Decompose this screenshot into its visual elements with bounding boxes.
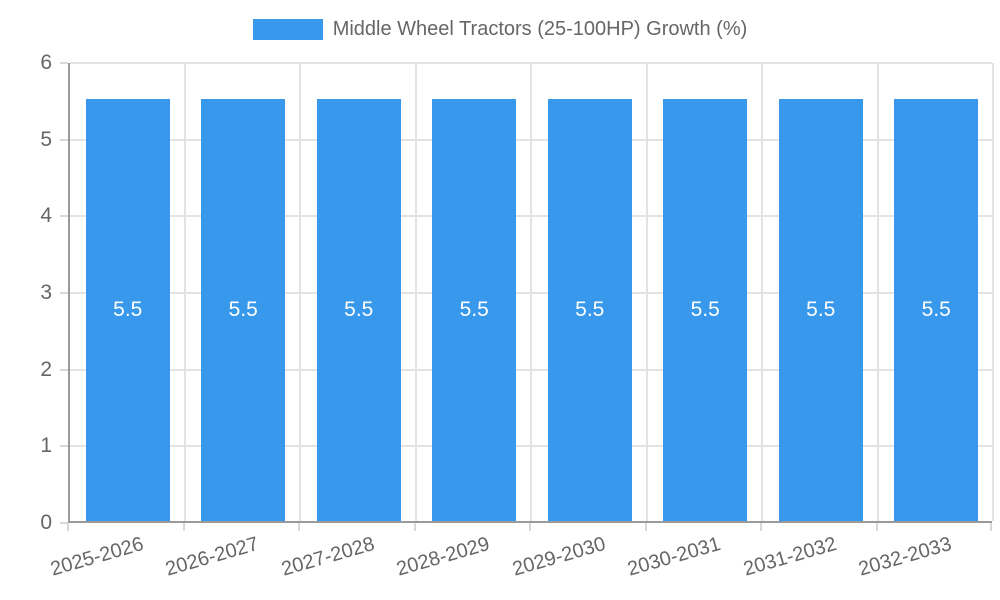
y-tick-label: 6 — [40, 51, 52, 74]
x-tick-label: 2030-2031 — [625, 533, 724, 581]
x-tick-label: 2027-2028 — [278, 533, 377, 581]
bar-value-label: 5.5 — [113, 298, 143, 322]
y-tick-label: 3 — [40, 281, 52, 304]
x-tick-mark — [644, 523, 647, 531]
y-tick-label: 4 — [40, 204, 52, 228]
plot-area: 5.5 5.5 5.5 5.5 5.5 5.5 5.5 5.5 — [68, 62, 994, 523]
gridline-vertical — [992, 63, 994, 521]
y-tick-mark — [60, 445, 68, 448]
bar-value-label: 5.5 — [806, 298, 836, 322]
gridline-vertical — [530, 63, 532, 521]
bar[interactable]: 5.5 — [778, 99, 863, 521]
gridline-vertical — [183, 63, 186, 521]
legend-swatch — [252, 19, 323, 40]
legend-label: Middle Wheel Tractors (25-100HP) Growth … — [332, 18, 748, 40]
y-tick-label: 0 — [40, 511, 52, 534]
x-tick-mark — [875, 523, 878, 531]
bar[interactable]: 5.5 — [316, 99, 401, 521]
bar[interactable]: 5.5 — [894, 99, 979, 521]
y-tick-mark — [60, 368, 68, 371]
gridline-vertical — [876, 63, 879, 521]
gridline-vertical — [414, 63, 417, 521]
bar[interactable]: 5.5 — [85, 99, 170, 521]
bar-value-label: 5.5 — [459, 298, 489, 322]
x-tick-mark — [67, 523, 69, 531]
y-tick-mark — [60, 522, 68, 524]
bar[interactable]: 5.5 — [201, 99, 286, 521]
y-tick-label: 2 — [40, 357, 52, 381]
bar-value-label: 5.5 — [921, 298, 951, 322]
y-tick-mark — [60, 215, 68, 218]
x-tick-label: 2028-2029 — [394, 533, 493, 581]
x-tick-label: 2031-2032 — [740, 533, 839, 581]
x-tick-label: 2026-2027 — [163, 533, 262, 581]
y-tick-mark — [60, 62, 68, 64]
x-tick-label: 2025-2026 — [47, 533, 146, 581]
bar[interactable]: 5.5 — [432, 99, 517, 521]
y-tick-label: 1 — [40, 434, 52, 458]
gridline-vertical — [761, 63, 763, 521]
x-tick-mark — [413, 523, 416, 531]
x-tick-mark — [990, 523, 992, 531]
y-tick-mark — [60, 292, 68, 294]
bar-value-label: 5.5 — [575, 298, 605, 322]
y-tick-mark — [60, 138, 68, 141]
gridline-vertical — [645, 63, 648, 521]
x-tick-label: 2029-2030 — [509, 533, 608, 581]
x-tick-mark — [182, 523, 185, 531]
x-tick-label: 2032-2033 — [856, 533, 955, 581]
legend-item[interactable]: Middle Wheel Tractors (25-100HP) Growth … — [252, 18, 748, 41]
x-tick-mark — [298, 523, 300, 531]
x-tick-mark — [529, 523, 531, 531]
chart-legend: Middle Wheel Tractors (25-100HP) Growth … — [0, 18, 1000, 41]
y-tick-label: 5 — [40, 127, 52, 151]
x-tick-mark — [760, 523, 762, 531]
bar-value-label: 5.5 — [344, 298, 374, 322]
bar[interactable]: 5.5 — [663, 99, 748, 521]
bar-value-label: 5.5 — [228, 298, 258, 322]
gridline-vertical — [299, 63, 301, 521]
bar-value-label: 5.5 — [690, 298, 720, 322]
bar[interactable]: 5.5 — [547, 99, 632, 521]
